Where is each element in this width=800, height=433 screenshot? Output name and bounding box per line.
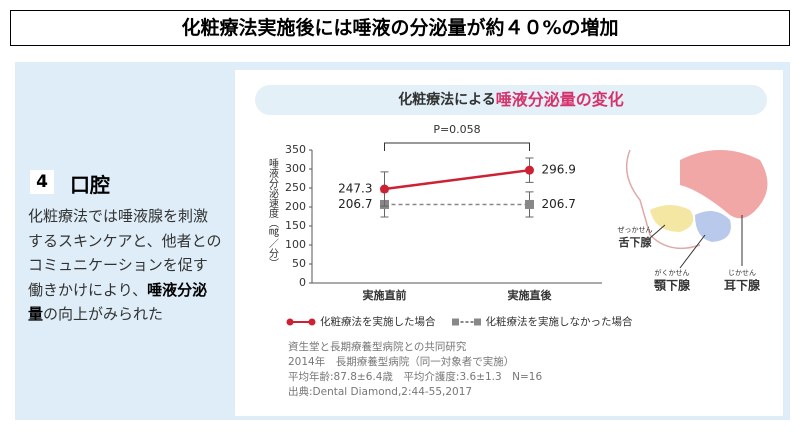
header-title: 化粧療法実施後には唾液の分泌量が約４０%の増加 <box>10 10 790 46</box>
chart-title: 化粧療法による唾液分泌量の変化 <box>398 90 624 109</box>
point <box>525 199 534 209</box>
title-highlight: 唾液分泌量の変化 <box>496 90 624 109</box>
y-tick-label: 50 <box>292 257 306 270</box>
x-tick-label: 実施直前 <box>363 288 407 302</box>
body-text: 化粧療法では唾液腺を刺激するスキンケアと、他者とのコミュニケーションを促す働きか… <box>28 207 222 299</box>
point <box>380 184 389 194</box>
value-label: 247.3 <box>338 182 372 196</box>
value-label: 296.9 <box>542 163 576 177</box>
y-tick-label: 100 <box>285 238 306 251</box>
y-tick-label: 300 <box>285 162 306 175</box>
value-label: 206.7 <box>338 197 372 211</box>
y-tick-label: 200 <box>285 200 306 213</box>
gland-label: 顎下腺 <box>654 278 691 293</box>
legend-marker <box>452 318 459 326</box>
legend-marker <box>474 318 481 326</box>
legend-label: 化粧療法を実施した場合 <box>320 315 436 328</box>
legend-label: 化粧療法を実施しなかった場合 <box>486 315 633 328</box>
card <box>235 70 783 416</box>
series-line <box>384 168 530 191</box>
section-body: 化粧療法では唾液腺を刺激するスキンケアと、他者とのコミュニケーションを促す働きか… <box>28 204 222 327</box>
body-bold: 唾液分泌量 <box>28 280 208 324</box>
section-number: 4 <box>30 170 54 194</box>
y-tick-label: 0 <box>299 276 306 289</box>
ruby: じかせん <box>728 269 756 277</box>
section-title: 口腔 <box>70 173 110 197</box>
point <box>525 165 534 175</box>
legend-marker <box>308 318 316 326</box>
source-line: 2014年 長期療養型病院（同一対象者で実施） <box>288 355 514 368</box>
y-axis-label: 唾液分泌速度（㎎／分） <box>267 158 279 268</box>
value-label: 206.7 <box>542 197 576 211</box>
ruby: ぜっかせん <box>618 226 653 234</box>
body-text: の向上がみられた <box>43 305 164 323</box>
source-line: 資生堂と長期療養型病院との共同研究 <box>288 340 467 353</box>
source-line: 平均年齢:87.8±6.4歳 平均介護度:3.6±1.3 N=16 <box>288 370 542 383</box>
x-tick-label: 実施直後 <box>508 288 553 302</box>
title-text: 化粧療法による <box>398 91 496 108</box>
legend-marker <box>286 318 294 326</box>
bracket <box>384 142 530 151</box>
y-tick-label: 250 <box>285 181 306 194</box>
illustration <box>625 149 768 269</box>
ruby: がくかせん <box>655 268 690 277</box>
title-pill <box>255 85 767 115</box>
annotation: P=0.058 <box>433 123 480 136</box>
y-tick-label: 350 <box>285 143 306 156</box>
y-tick-label: 150 <box>285 219 306 232</box>
gland-label: 舌下腺 <box>619 235 653 249</box>
source-line: 出典:Dental Diamond,2:44-55,2017 <box>288 385 472 398</box>
gland-label: 耳下腺 <box>724 278 761 293</box>
